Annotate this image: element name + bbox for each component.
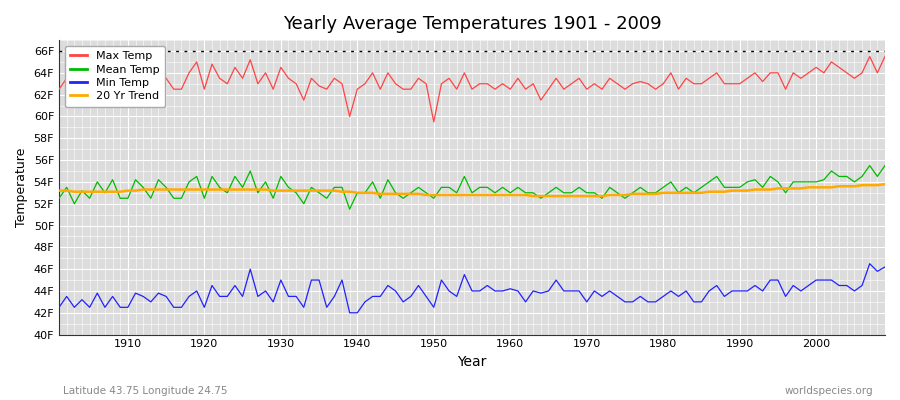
Legend: Max Temp, Mean Temp, Min Temp, 20 Yr Trend: Max Temp, Mean Temp, Min Temp, 20 Yr Tre…: [65, 46, 165, 107]
Title: Yearly Average Temperatures 1901 - 2009: Yearly Average Temperatures 1901 - 2009: [283, 15, 662, 33]
X-axis label: Year: Year: [457, 355, 487, 369]
Y-axis label: Temperature: Temperature: [15, 148, 28, 227]
Text: worldspecies.org: worldspecies.org: [785, 386, 873, 396]
Text: Latitude 43.75 Longitude 24.75: Latitude 43.75 Longitude 24.75: [63, 386, 228, 396]
